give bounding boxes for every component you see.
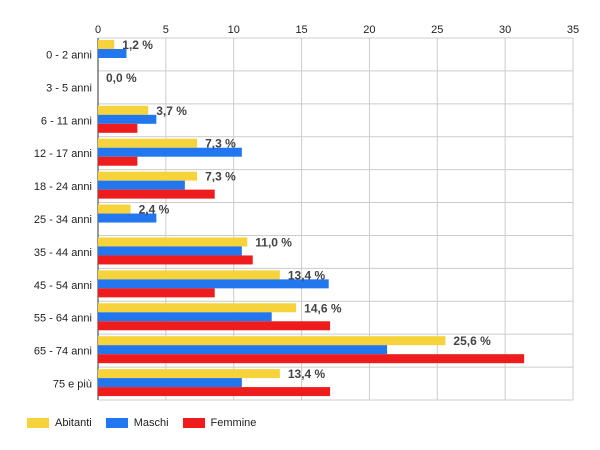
bar-maschi	[98, 279, 329, 289]
x-tick-label: 0	[95, 24, 101, 36]
bar-abitanti	[98, 270, 280, 280]
data-label: 1,2 %	[122, 38, 153, 52]
legend-item-femmine: Femmine	[182, 417, 257, 429]
legend-swatch-maschi	[105, 418, 128, 428]
x-tick-label: 30	[499, 24, 511, 36]
data-label: 0,0 %	[106, 71, 137, 85]
bar-femmine	[98, 321, 331, 331]
legend-item-abitanti: Abitanti	[27, 417, 92, 429]
bar-abitanti	[98, 237, 248, 247]
bar-abitanti	[98, 336, 446, 346]
bar-femmine	[98, 288, 215, 298]
data-label: 7,3 %	[205, 137, 236, 151]
bar-abitanti	[98, 303, 297, 313]
legend-label-femmine: Femmine	[210, 417, 257, 429]
bar-maschi	[98, 378, 242, 388]
category-label: 3 - 5 anni	[46, 82, 92, 94]
bar-femmine	[98, 189, 215, 199]
legend-item-maschi: Maschi	[105, 417, 169, 429]
category-label: 65 - 74 anni	[34, 346, 92, 358]
category-label: 45 - 54 anni	[34, 280, 92, 292]
data-label: 14,6 %	[304, 301, 342, 315]
bar-femmine	[98, 123, 138, 133]
x-tick-label: 35	[567, 24, 579, 36]
bar-femmine	[98, 387, 331, 397]
bar-femmine	[98, 354, 525, 364]
bar-abitanti	[98, 105, 149, 115]
x-tick-label: 20	[363, 24, 375, 36]
category-label: 12 - 17 anni	[34, 148, 92, 160]
bar-maschi	[98, 345, 388, 355]
category-label: 35 - 44 anni	[34, 247, 92, 259]
bar-abitanti	[98, 40, 115, 49]
bar-abitanti	[98, 369, 280, 379]
category-label: 6 - 11 anni	[41, 115, 92, 127]
data-label: 11,0 %	[255, 235, 292, 249]
x-tick-label: 15	[295, 24, 307, 36]
data-label: 13,4 %	[288, 367, 326, 381]
x-tick-label: 25	[431, 24, 443, 36]
bar-abitanti	[98, 171, 198, 181]
category-label: 18 - 24 anni	[34, 181, 92, 193]
bar-femmine	[98, 156, 138, 166]
data-label: 7,3 %	[205, 170, 236, 184]
legend-label-maschi: Maschi	[133, 417, 169, 429]
legend-label-abitanti: Abitanti	[55, 417, 92, 429]
bar-maschi	[98, 49, 127, 58]
bar-femmine	[98, 255, 253, 265]
bar-maschi	[98, 213, 157, 223]
legend-swatch-femmine	[182, 418, 205, 428]
x-tick-label: 10	[228, 24, 240, 36]
bar-maschi	[98, 147, 242, 157]
bar-maschi	[98, 180, 185, 190]
category-label: 75 e più	[53, 379, 92, 391]
chart-legend: Abitanti Maschi Femmine	[27, 417, 270, 429]
data-label: 25,6 %	[453, 334, 491, 348]
data-label: 13,4 %	[288, 268, 326, 282]
data-label: 3,7 %	[156, 104, 187, 118]
bar-abitanti	[98, 204, 131, 214]
category-label: 0 - 2 anni	[46, 49, 92, 61]
bar-maschi	[98, 114, 157, 124]
data-label: 2,4 %	[139, 203, 170, 217]
category-label: 55 - 64 anni	[34, 313, 92, 325]
bar-maschi	[98, 312, 272, 322]
category-label: 25 - 34 anni	[34, 214, 92, 226]
x-tick-label: 5	[163, 24, 169, 36]
bar-abitanti	[98, 138, 198, 148]
bar-maschi	[98, 246, 242, 256]
legend-swatch-abitanti	[27, 418, 49, 428]
